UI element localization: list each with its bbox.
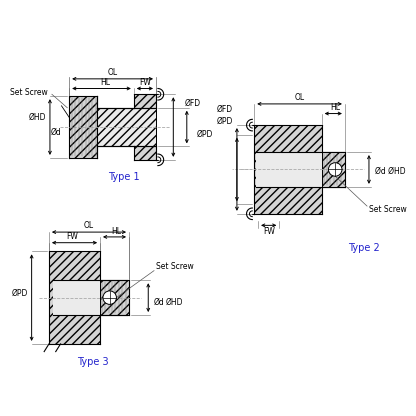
Text: ØPD: ØPD: [217, 117, 233, 126]
Text: ØHD: ØHD: [29, 113, 46, 122]
Polygon shape: [97, 108, 156, 146]
Text: Set Screw: Set Screw: [369, 206, 407, 214]
Circle shape: [103, 291, 116, 305]
Text: FW: FW: [139, 78, 151, 87]
Text: Set Screw: Set Screw: [10, 88, 48, 97]
Text: FW: FW: [67, 233, 79, 241]
Text: HL: HL: [330, 103, 340, 112]
Text: HL: HL: [111, 227, 121, 235]
Text: ØHD: ØHD: [166, 298, 183, 307]
Text: ØPD: ØPD: [11, 288, 28, 297]
Text: HL: HL: [100, 78, 110, 87]
Text: Type 2: Type 2: [348, 243, 380, 253]
Text: Type 1: Type 1: [108, 172, 140, 182]
Text: Ød: Ød: [51, 127, 62, 136]
Text: ØFD: ØFD: [185, 99, 201, 107]
Text: FW: FW: [263, 227, 275, 235]
Text: Ød ØHD: Ød ØHD: [375, 167, 405, 176]
Text: OL: OL: [107, 68, 118, 77]
Text: Type 3: Type 3: [77, 357, 108, 367]
Text: OL: OL: [295, 93, 305, 102]
Polygon shape: [100, 280, 129, 315]
Circle shape: [329, 163, 342, 176]
Polygon shape: [69, 96, 97, 158]
Polygon shape: [256, 152, 345, 187]
Polygon shape: [53, 280, 100, 315]
Text: Ød: Ød: [154, 298, 165, 307]
Polygon shape: [134, 94, 156, 108]
Polygon shape: [49, 251, 100, 344]
Text: Set Screw: Set Screw: [156, 262, 194, 271]
Polygon shape: [97, 108, 156, 146]
Text: ØFD: ØFD: [217, 105, 233, 114]
Polygon shape: [254, 125, 322, 214]
Text: OL: OL: [84, 221, 94, 230]
Text: ØPD: ØPD: [196, 130, 213, 139]
Polygon shape: [134, 146, 156, 160]
Polygon shape: [322, 152, 345, 187]
